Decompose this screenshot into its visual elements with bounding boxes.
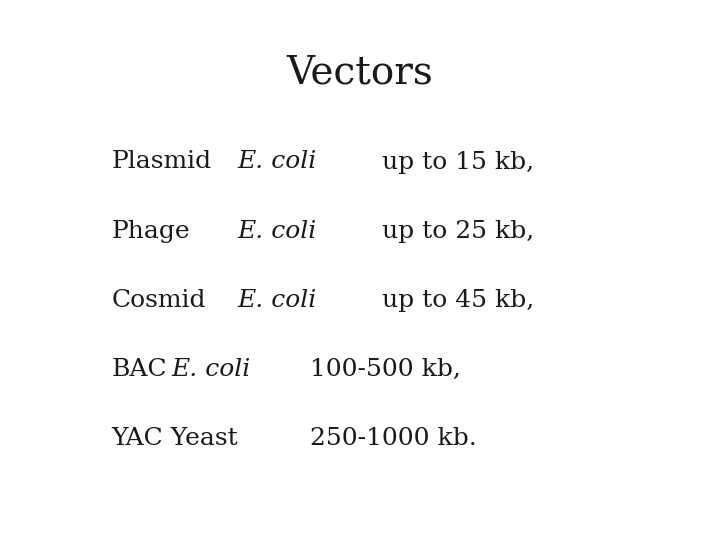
Text: E. coli: E. coli: [171, 358, 251, 381]
Text: E. coli: E. coli: [238, 220, 317, 242]
Text: 250-1000 kb.: 250-1000 kb.: [310, 427, 477, 450]
Text: up to 45 kb,: up to 45 kb,: [382, 289, 534, 312]
Text: up to 15 kb,: up to 15 kb,: [382, 151, 534, 173]
Text: Plasmid: Plasmid: [112, 151, 212, 173]
Text: Cosmid: Cosmid: [112, 289, 206, 312]
Text: YAC Yeast: YAC Yeast: [112, 427, 238, 450]
Text: E. coli: E. coli: [238, 289, 317, 312]
Text: Phage: Phage: [112, 220, 190, 242]
Text: up to 25 kb,: up to 25 kb,: [382, 220, 534, 242]
Text: BAC: BAC: [112, 358, 167, 381]
Text: E. coli: E. coli: [238, 151, 317, 173]
Text: 100-500 kb,: 100-500 kb,: [310, 358, 461, 381]
Text: Vectors: Vectors: [287, 55, 433, 91]
